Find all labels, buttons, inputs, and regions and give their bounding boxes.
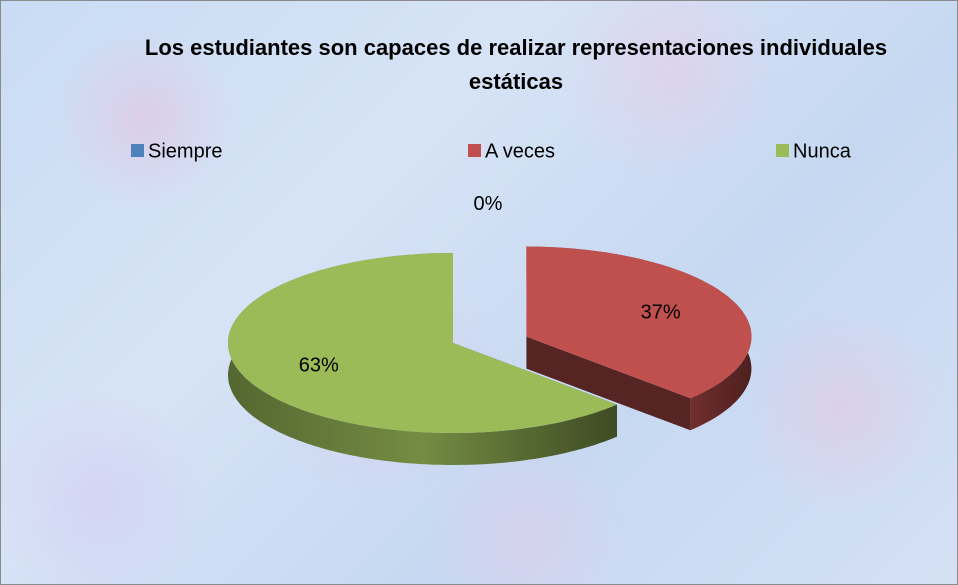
slice-top <box>228 253 617 433</box>
data-label: 37% <box>641 302 681 324</box>
pie-slice <box>526 246 752 431</box>
legend-label: Nunca <box>793 140 852 162</box>
data-label: 63% <box>299 355 339 377</box>
legend-swatch <box>468 144 481 157</box>
slice-side <box>526 336 691 431</box>
legend-swatch <box>776 144 789 157</box>
data-label: 0% <box>474 193 503 215</box>
chart-title: Los estudiantes son capaces de realizar … <box>144 35 888 94</box>
legend-swatch <box>131 144 144 157</box>
slice-top <box>526 246 752 399</box>
slice-rim <box>228 253 617 465</box>
legend-label: A veces <box>485 140 555 162</box>
legend-label: Siempre <box>148 140 222 162</box>
pie-slice <box>228 253 617 465</box>
